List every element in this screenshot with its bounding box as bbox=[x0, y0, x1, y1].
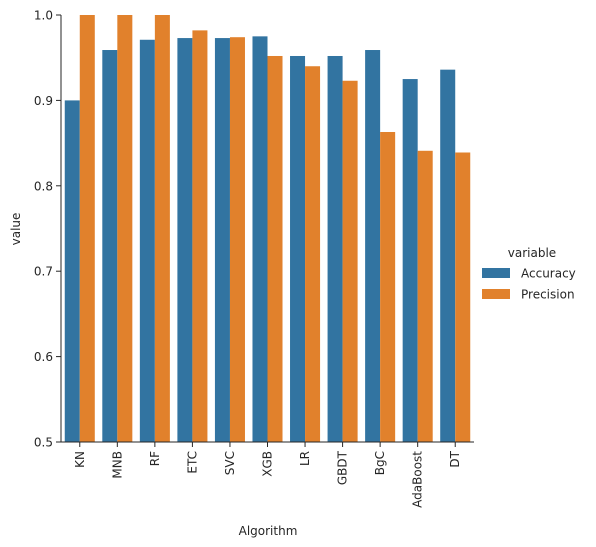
bar-precision-adaboost bbox=[417, 150, 433, 442]
legend-label-precision: Precision bbox=[521, 288, 575, 302]
legend-label-accuracy: Accuracy bbox=[521, 267, 576, 281]
x-tick-label-bgc: BgC bbox=[373, 451, 387, 475]
x-tick-label-lr: LR bbox=[298, 451, 312, 466]
legend: variable Accuracy Precision bbox=[482, 246, 576, 302]
y-tick-label: 0.8 bbox=[34, 179, 53, 193]
bar-precision-gbdt bbox=[342, 80, 358, 443]
bar-accuracy-dt bbox=[440, 69, 456, 442]
bars-group bbox=[64, 15, 471, 443]
x-axis-label: Algorithm bbox=[239, 524, 298, 538]
bar-precision-etc bbox=[192, 30, 208, 442]
bar-accuracy-xgb bbox=[252, 36, 268, 442]
legend-swatch-accuracy bbox=[482, 268, 510, 278]
y-tick-label: 0.7 bbox=[34, 265, 53, 279]
bar-accuracy-svc bbox=[214, 38, 230, 443]
x-axis: KN MNB RF ETC SVC XGB LR GBDT BgC AdaBoost DT bbox=[61, 441, 474, 508]
bar-accuracy-rf bbox=[139, 39, 155, 443]
bar-accuracy-etc bbox=[177, 38, 193, 443]
bar-precision-xgb bbox=[267, 55, 283, 442]
y-axis-label: value bbox=[9, 213, 23, 246]
y-tick-label: 1.0 bbox=[34, 9, 53, 23]
y-tick-label: 0.6 bbox=[34, 350, 53, 364]
bar-precision-bgc bbox=[380, 131, 396, 443]
bar-accuracy-gbdt bbox=[327, 55, 343, 442]
bar-accuracy-adaboost bbox=[402, 79, 418, 443]
x-tick-label-etc: ETC bbox=[185, 451, 199, 474]
bar-accuracy-kn bbox=[64, 100, 80, 443]
x-tick-label-gbdt: GBDT bbox=[336, 450, 350, 485]
x-tick-label-svc: SVC bbox=[223, 451, 237, 475]
x-tick-label-adaboost: AdaBoost bbox=[411, 451, 425, 508]
x-tick-label-dt: DT bbox=[448, 450, 462, 467]
bar-accuracy-mnb bbox=[102, 50, 118, 442]
bar-precision-mnb bbox=[117, 15, 133, 442]
bar-precision-rf bbox=[154, 15, 170, 442]
bar-precision-kn bbox=[79, 15, 95, 442]
y-axis: 0.5 0.6 0.7 0.8 0.9 1.0 bbox=[34, 9, 62, 450]
x-tick-label-xgb: XGB bbox=[261, 451, 275, 477]
x-tick-label-kn: KN bbox=[73, 451, 87, 468]
y-tick-label: 0.5 bbox=[34, 436, 53, 450]
legend-swatch-precision bbox=[482, 289, 510, 299]
bar-precision-lr bbox=[305, 66, 321, 443]
x-tick-label-rf: RF bbox=[148, 451, 162, 466]
bar-precision-svc bbox=[229, 37, 245, 442]
legend-title: variable bbox=[508, 246, 556, 260]
bar-precision-dt bbox=[455, 152, 471, 442]
bar-accuracy-bgc bbox=[365, 50, 381, 442]
bar-accuracy-lr bbox=[290, 55, 306, 442]
y-tick-label: 0.9 bbox=[34, 94, 53, 108]
x-tick-label-mnb: MNB bbox=[110, 451, 124, 479]
